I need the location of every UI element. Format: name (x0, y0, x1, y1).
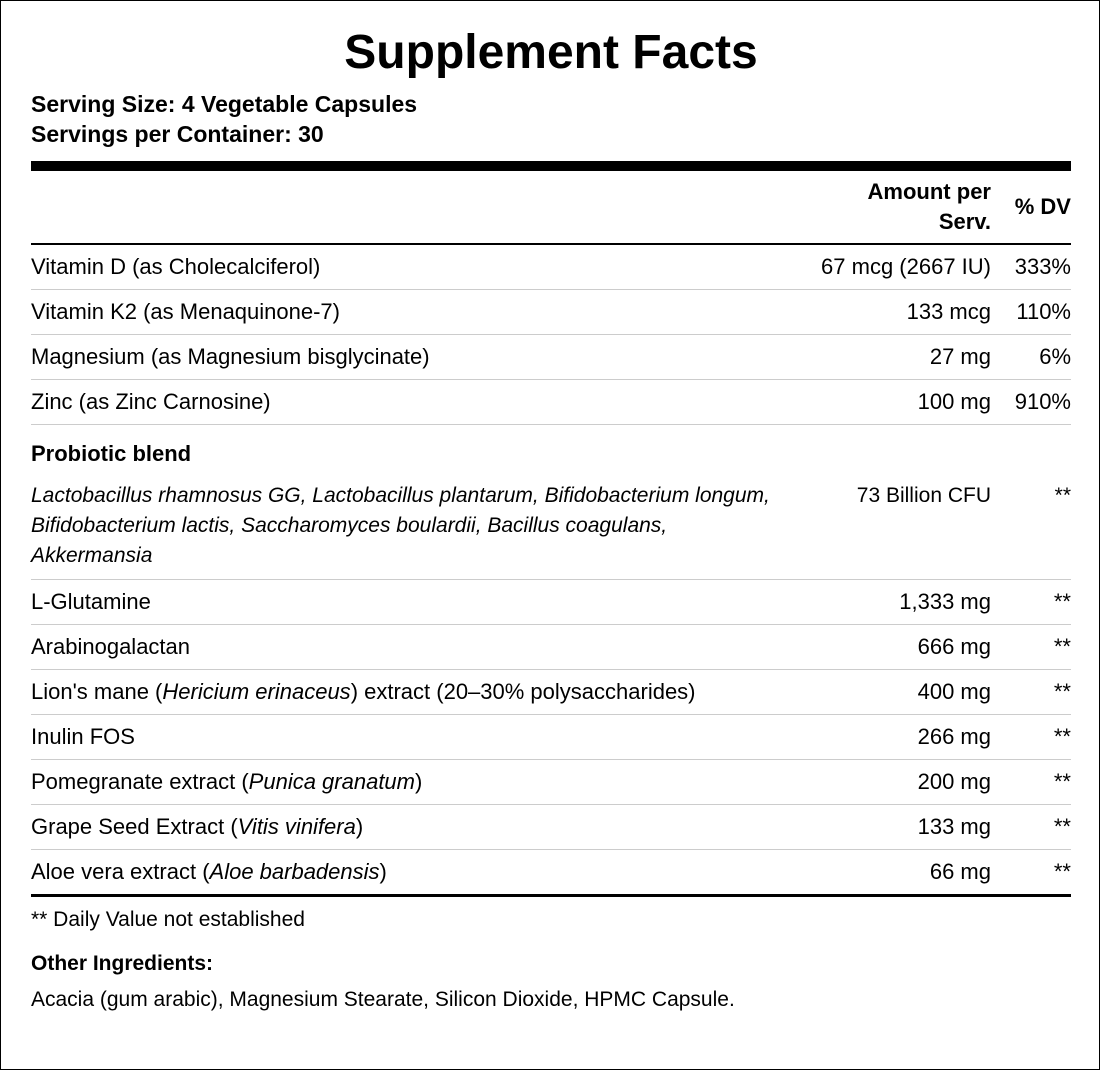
daily-value: 110% (1016, 299, 1071, 324)
ingredient-row: L-Glutamine 1,333 mg ** (31, 580, 1071, 625)
amount: 133 mcg (906, 299, 991, 324)
name-text: Vitamin D (as Cholecalciferol) (31, 254, 321, 279)
daily-value: 910% (1014, 389, 1071, 414)
footnote: ** Daily Value not established (31, 908, 305, 931)
amount: 400 mg (917, 679, 991, 704)
title: Supplement Facts (344, 26, 758, 79)
daily-value: ** (1053, 589, 1071, 614)
ingredient-name: Aloe vera extract (Aloe barbadensis) (31, 857, 791, 887)
name-text: L-Glutamine (31, 589, 151, 614)
amount: 266 mg (917, 724, 991, 749)
header-amount-cell: Amount per Serv. (791, 177, 991, 237)
name-text: Magnesium (as Magnesium bisglycinate) (31, 344, 430, 369)
other-ingredients-text: Acacia (gum arabic), Magnesium Stearate,… (31, 988, 735, 1011)
ingredient-row: Grape Seed Extract (Vitis vinifera) 133 m… (31, 805, 1071, 850)
daily-value: 333% (1014, 254, 1071, 279)
name-text: ) extract (20–30% polysaccharides) (350, 679, 696, 704)
name-text: Inulin FOS (31, 724, 135, 749)
daily-value: ** (1053, 859, 1071, 884)
ingredient-row: Pomegranate extract (Punica granatum) 200… (31, 760, 1071, 805)
daily-value: ** (1053, 634, 1071, 659)
name-text: ) (415, 769, 423, 794)
ingredient-row: Zinc (as Zinc Carnosine) 100 mg 910% (31, 380, 1071, 425)
name-italic: Hericium erinaceus (162, 679, 351, 704)
name-italic: Vitis vinifera (237, 814, 356, 839)
ingredient-name: Arabinogalactan (31, 632, 791, 662)
amount: 1,333 mg (899, 589, 991, 614)
ingredient-row: Vitamin K2 (as Menaquinone-7) 133 mcg 110% (31, 290, 1071, 335)
name-text: ) (379, 859, 387, 884)
ingredient-row: Inulin FOS 266 mg ** (31, 715, 1071, 760)
amount: 66 mg (929, 859, 991, 884)
table-body: Vitamin D (as Cholecalciferol) 67 mcg (26… (31, 245, 1071, 897)
ingredient-row: Aloe vera extract (Aloe barbadensis) 66 m… (31, 850, 1071, 897)
amount: 67 mcg (2667 IU) (821, 254, 991, 279)
header-amount: Amount per Serv. (867, 179, 991, 234)
ingredient-row: Lactobacillus rhamnosus GG, Lactobacillu… (31, 469, 1071, 580)
ingredient-name: Lion's mane (Hericium erinaceus) extract… (31, 677, 791, 707)
name-text: Vitamin K2 (as Menaquinone-7) (31, 299, 340, 324)
ingredient-row: Vitamin D (as Cholecalciferol) 67 mcg (26… (31, 245, 1071, 290)
servings-per-container: Servings per Container: 30 (31, 121, 324, 147)
name-italic: Punica granatum (248, 769, 415, 794)
ingredient-row: Magnesium (as Magnesium bisglycinate) 27 … (31, 335, 1071, 380)
ingredient-name: Zinc (as Zinc Carnosine) (31, 387, 791, 417)
amount: 666 mg (917, 634, 991, 659)
name-italic: Lactobacillus rhamnosus GG, Lactobacillu… (31, 484, 770, 567)
amount: 100 mg (917, 389, 991, 414)
header-dv: % DV (1014, 194, 1071, 219)
other-ingredients-heading: Other Ingredients: (31, 952, 214, 975)
name-text: ) (355, 814, 364, 839)
name-text: Grape Seed Extract ( (31, 814, 238, 839)
daily-value: ** (1053, 814, 1071, 839)
section-heading: Probiotic blend (31, 441, 192, 466)
name-italic: Aloe barbadensis (209, 859, 380, 884)
serving-size: Serving Size: 4 Vegetable Capsules (31, 91, 418, 117)
ingredient-name: Lactobacillus rhamnosus GG, Lactobacillu… (31, 481, 791, 571)
amount: 200 mg (917, 769, 991, 794)
ingredient-row: Arabinogalactan 666 mg ** (31, 625, 1071, 670)
ingredient-name: Vitamin K2 (as Menaquinone-7) (31, 297, 791, 327)
name-text: Arabinogalactan (31, 634, 191, 659)
name-text: Lion's mane ( (31, 679, 163, 704)
table-header: Amount per Serv. % DV (31, 171, 1071, 245)
ingredient-row: Lion's mane (Hericium erinaceus) extract… (31, 670, 1071, 715)
panel-content: Supplement Facts Serving Size: 4 Vegetab… (31, 1, 1071, 1015)
amount: 73 Billion CFU (856, 484, 991, 507)
ingredient-name: Magnesium (as Magnesium bisglycinate) (31, 342, 791, 372)
amount: 27 mg (929, 344, 991, 369)
name-text: Aloe vera extract ( (31, 859, 210, 884)
ingredient-name: Inulin FOS (31, 722, 791, 752)
thick-rule (31, 161, 1071, 171)
daily-value: ** (1053, 679, 1071, 704)
ingredient-name: L-Glutamine (31, 587, 791, 617)
name-text: Pomegranate extract ( (31, 769, 249, 794)
daily-value: ** (1053, 769, 1071, 794)
daily-value: ** (1053, 724, 1071, 749)
section-row: Probiotic blend (31, 425, 1071, 469)
ingredient-name: Vitamin D (as Cholecalciferol) (31, 252, 791, 282)
ingredient-name: Grape Seed Extract (Vitis vinifera) (31, 812, 791, 842)
ingredient-name: Pomegranate extract (Punica granatum) (31, 767, 791, 797)
daily-value: ** (1054, 484, 1071, 507)
name-text: Zinc (as Zinc Carnosine) (31, 389, 271, 414)
daily-value: 6% (1039, 344, 1071, 369)
amount: 133 mg (917, 814, 991, 839)
